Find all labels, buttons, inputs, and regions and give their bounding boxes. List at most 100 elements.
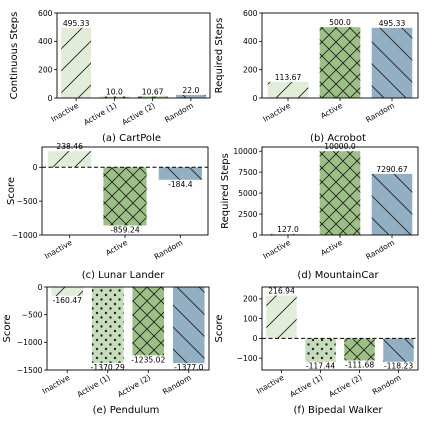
panel-caption: (a) CartPole — [102, 133, 161, 144]
y-tick-label: 5000 — [238, 189, 257, 198]
y-tick-label: −1000 — [12, 231, 38, 240]
panel-caption: (d) MountainCar — [297, 270, 379, 281]
panel-caption: (c) Lunar Lander — [82, 270, 166, 281]
x-tick-label: Random — [371, 373, 403, 397]
y-tick-label: 0 — [48, 94, 53, 103]
value-label: 10.0 — [106, 88, 123, 97]
axes-frame — [261, 286, 419, 371]
x-tick-label: Active (2) — [120, 101, 156, 127]
y-axis-label: Score — [6, 177, 17, 205]
y-axis-label: Required Steps — [220, 153, 231, 229]
x-tick-label: Active — [104, 238, 129, 258]
bar-random — [371, 173, 413, 235]
x-tick-label: Inactive — [255, 373, 286, 396]
value-label: -1377.0 — [174, 363, 203, 372]
panel-caption: (f) Bipedal Walker — [294, 405, 384, 416]
y-tick-label: 400 — [243, 37, 258, 46]
value-label: 500.0 — [329, 18, 351, 27]
x-tick-label: Random — [364, 101, 396, 125]
y-tick-label: 0 — [38, 283, 43, 292]
y-tick-label: 0 — [33, 163, 38, 172]
y-tick-label: −500 — [22, 310, 43, 319]
y-tick-label: 600 — [38, 9, 53, 18]
y-axis-label: Score — [214, 314, 225, 342]
y-tick-label: 0 — [253, 231, 258, 240]
value-label: -118.23 — [384, 362, 413, 371]
bar-inactive — [61, 27, 92, 99]
x-tick-label: Active — [319, 238, 344, 258]
bar-inactive — [267, 81, 309, 98]
bar-inactive — [266, 295, 297, 339]
x-tick-label: Inactive — [41, 373, 72, 396]
x-tick-label: Inactive — [261, 101, 292, 124]
bar-inactive — [48, 151, 92, 168]
bar-inactive — [267, 233, 309, 235]
value-label: -859.24 — [110, 225, 139, 234]
axes-frame — [56, 12, 211, 99]
y-axis-label: Continuous Steps — [9, 12, 20, 100]
y-tick-label: 7500 — [238, 168, 257, 177]
panel-caption: (e) Pendulum — [93, 405, 160, 416]
value-label: 495.33 — [379, 19, 406, 28]
panel-e-pendulum: -160.47 -1370.29 -1235.02 -1377.0 −1500 −1000… — [2, 283, 210, 416]
y-tick-label: −500 — [17, 197, 38, 206]
value-label: -1235.02 — [131, 355, 165, 364]
value-label: 216.94 — [268, 287, 295, 296]
value-label: 127.0 — [277, 225, 299, 234]
y-tick-label: 400 — [38, 37, 53, 46]
bar-active-2 — [137, 96, 168, 98]
value-label: 10.67 — [142, 87, 164, 96]
x-tick-label: Random — [364, 238, 396, 262]
value-label: 495.33 — [63, 19, 90, 28]
panel-d-mountaincar: 127.010000.07290.67025005000750010000Ina… — [220, 142, 419, 281]
value-label: 22.0 — [182, 86, 199, 95]
x-tick-label: Active — [319, 101, 344, 121]
y-tick-label: −100 — [237, 354, 258, 363]
bar-random — [371, 27, 413, 99]
y-axis-label: Required Steps — [214, 18, 225, 94]
y-tick-label: 0 — [253, 334, 258, 343]
y-tick-label: 100 — [243, 314, 258, 323]
x-tick-label: Inactive — [261, 238, 292, 261]
value-label: -117.44 — [306, 362, 335, 371]
y-tick-label: 600 — [243, 9, 258, 18]
value-label: -1370.29 — [91, 363, 125, 372]
bar-active — [319, 27, 361, 99]
x-tick-label: Inactive — [50, 101, 81, 124]
panel-b-acrobot: 113.67 500.0 495.33 0 200 400 600 Inactive Activ… — [214, 9, 419, 144]
bar-active-1 — [99, 96, 130, 98]
bar-random — [158, 167, 202, 180]
axes-frame — [46, 286, 210, 371]
x-tick-label: Active (2) — [116, 373, 152, 399]
y-tick-label: −1000 — [17, 338, 43, 347]
y-tick-label: 200 — [243, 65, 258, 74]
bar-random — [175, 94, 206, 98]
y-tick-label: −1500 — [17, 366, 43, 375]
bar-active-2 — [344, 338, 375, 361]
y-tick-label: 200 — [243, 295, 258, 304]
value-label: 7290.67 — [376, 165, 408, 174]
x-tick-label: Active (1) — [288, 373, 324, 399]
x-tick-label: Active (1) — [82, 101, 118, 127]
x-tick-label: Active (1) — [75, 373, 111, 399]
bar-random — [172, 287, 205, 364]
bar-random — [383, 338, 414, 362]
panel-f-bipedal-walker: 216.94 -117.44 -111.68 -118.23 −100 0 100 200 In… — [214, 286, 419, 416]
x-tick-label: Random — [163, 101, 195, 125]
bar-active — [103, 167, 147, 226]
value-label: -111.68 — [345, 360, 374, 369]
value-label: 113.67 — [275, 73, 302, 82]
y-axis-label: Score — [2, 314, 13, 342]
y-tick-label: 0 — [253, 94, 258, 103]
y-tick-label: 10000 — [233, 147, 257, 156]
x-tick-label: Random — [153, 238, 185, 262]
value-label: -184.4 — [168, 180, 193, 189]
value-label: -160.47 — [53, 296, 82, 305]
bar-active-1 — [305, 338, 336, 362]
panel-caption: (b) Acrobot — [310, 133, 366, 144]
x-tick-label: Inactive — [43, 238, 74, 261]
bar-active-1 — [91, 287, 124, 363]
